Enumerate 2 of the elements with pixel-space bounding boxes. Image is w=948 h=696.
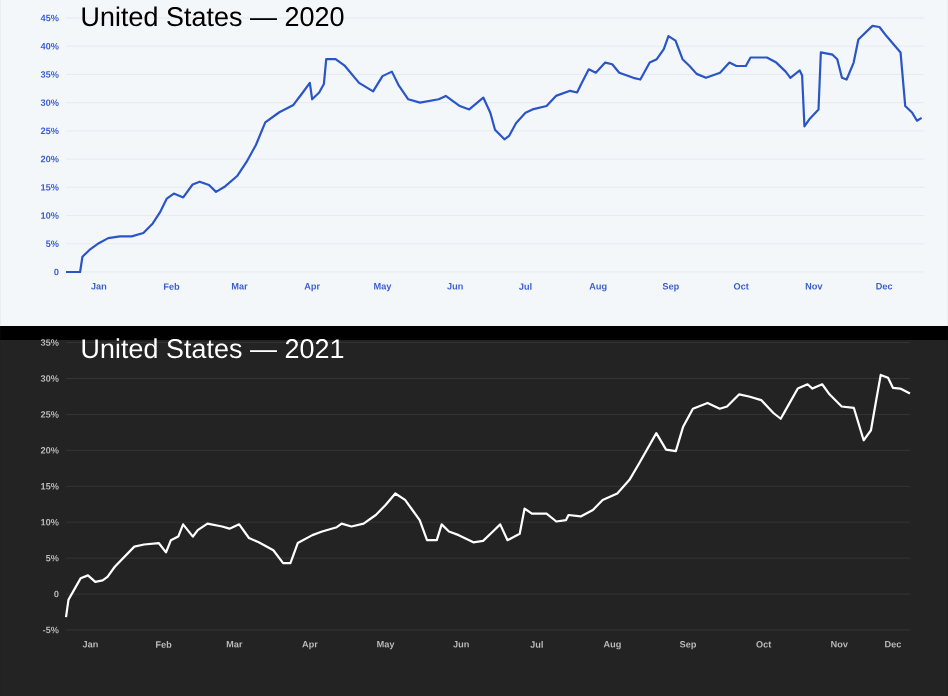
chart-title: United States — 2020 [82, 6, 344, 27]
chart-title: United States — 2021 [82, 338, 344, 359]
